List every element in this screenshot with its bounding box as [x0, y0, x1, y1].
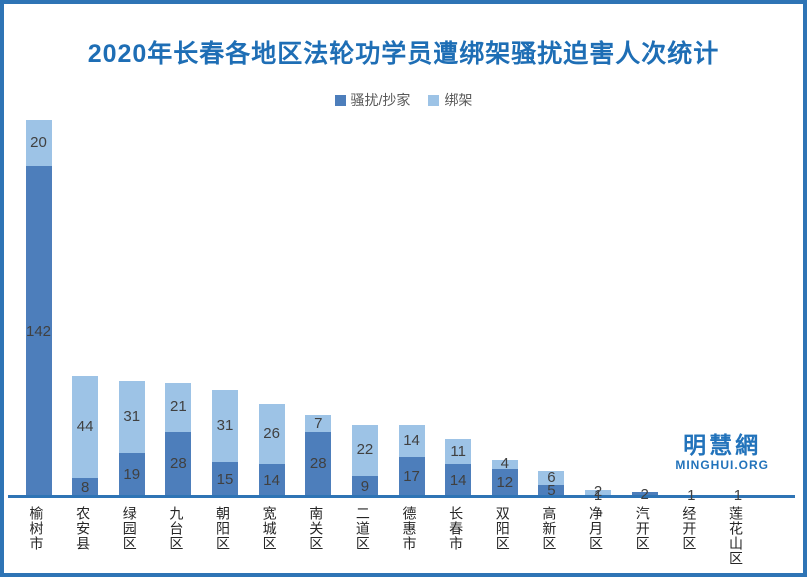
bar-segment-light — [258, 403, 285, 465]
bar-value-label: 2 — [640, 485, 649, 503]
bar-value-label: 22 — [356, 441, 374, 459]
x-axis-label: 九台区 — [168, 506, 185, 551]
bar-segment-dark — [212, 462, 239, 497]
x-axis-label: 经开区 — [681, 506, 698, 551]
bar-value-label: 44 — [76, 418, 94, 436]
bar-segment-light — [491, 459, 518, 470]
watermark-logo-en: MINGHUI.ORG — [675, 458, 769, 472]
bar-value-label: 1 — [687, 486, 696, 504]
bar-segment-light — [305, 415, 332, 432]
x-axis-label: 净月区 — [588, 506, 605, 551]
watermark-logo-cn: 明慧網 — [683, 432, 762, 458]
bar-segment-light — [212, 389, 239, 463]
bar-value-label: 1 — [593, 486, 603, 504]
bar-segment-light — [351, 424, 378, 477]
x-axis-labels: 榆树市 农安县 绿园区 九台区 朝阳区 宽城区 南关区 二道区 德惠市 长春市 双阳区 高新区 净月区 汽… — [4, 506, 803, 572]
x-axis-label: 绿园区 — [121, 506, 138, 551]
bar-value-label: 12 — [496, 474, 514, 492]
x-axis-label: 德惠市 — [401, 506, 418, 551]
bar-segment-light — [585, 490, 612, 495]
x-axis-label: 宽城区 — [261, 506, 278, 551]
bar-value-label: 14 — [403, 432, 420, 450]
x-axis-label: 莲花山区 — [727, 506, 744, 566]
legend-swatch-light — [428, 94, 440, 106]
bar-segment-light — [445, 438, 472, 465]
x-axis-label: 长春市 — [448, 506, 465, 551]
chart-title: 2020年长春各地区法轮功学员遭绑架骚扰迫害人次统计 — [87, 40, 720, 68]
bar-segment-dark — [631, 492, 658, 497]
bar-value-label: 28 — [309, 455, 327, 473]
bar-value-label: 26 — [263, 425, 280, 443]
bar-segment-dark — [118, 452, 145, 497]
x-axis-line — [8, 495, 795, 498]
x-axis-label: 双阳区 — [494, 506, 511, 551]
x-axis-label: 南关区 — [308, 506, 325, 551]
x-axis-label: 榆树市 — [28, 506, 45, 551]
x-axis-label: 汽开区 — [634, 506, 651, 551]
bar-value-label: 17 — [403, 468, 420, 486]
bar-segment-light — [398, 424, 425, 458]
bar-value-label: 11 — [450, 442, 466, 460]
bar-segment-dark — [445, 464, 472, 497]
x-axis-label: 农安县 — [75, 506, 92, 551]
plot-area: 142 20 8 44 19 31 28 21 15 31 14 26 28 7 9 22 17 14 14 11 12… — [4, 114, 803, 503]
legend-label: 绑架 — [444, 92, 473, 108]
bar-segment-dark — [165, 431, 192, 497]
bar-segment-light — [25, 119, 52, 167]
bar-segment-dark — [72, 478, 99, 497]
bar-value-label: 21 — [170, 398, 187, 416]
bar-segment-dark — [258, 464, 285, 497]
bar-value-label: 7 — [314, 414, 323, 432]
bar-value-label: 28 — [170, 455, 187, 473]
bar-value-label: 142 — [25, 322, 52, 340]
bar-value-label: 15 — [216, 470, 234, 488]
bar-segment-dark — [398, 457, 425, 497]
legend-swatch-dark — [334, 94, 346, 106]
bar-value-label: 14 — [449, 471, 467, 489]
x-axis-label: 二道区 — [354, 506, 371, 551]
bar-value-label: 4 — [500, 455, 509, 473]
bar-value-label: 14 — [263, 471, 280, 489]
watermark: 明慧網 MINGHUI.ORG — [675, 432, 769, 472]
bar-value-label: 6 — [547, 469, 556, 487]
bar-segment-light — [165, 382, 192, 432]
bar-value-label: 20 — [30, 133, 47, 151]
bar-segment-dark — [25, 166, 52, 497]
bar-segment-dark — [305, 431, 332, 497]
legend: 骚扰/抄家 绑架 — [4, 90, 803, 110]
bar-segment-dark — [351, 476, 378, 497]
bar-value-label: 19 — [123, 465, 141, 483]
x-axis-label: 朝阳区 — [215, 506, 232, 551]
bar-value-label: 31 — [216, 416, 234, 434]
bar-segment-dark — [491, 469, 518, 497]
bar-value-label: 5 — [547, 482, 556, 500]
bar-value-label: 2 — [593, 483, 603, 501]
bar-value-label: 9 — [360, 477, 370, 495]
x-axis-label: 高新区 — [541, 506, 558, 551]
bar-segment-dark — [538, 485, 565, 497]
bar-segment-light — [118, 380, 145, 453]
legend-label: 骚扰/抄家 — [350, 92, 411, 108]
bar-value-label: 8 — [80, 478, 90, 496]
bar-value-label: 31 — [123, 407, 141, 425]
bar-segment-light — [72, 375, 99, 479]
legend-item-harassment: 骚扰/抄家 — [334, 90, 411, 110]
bar-value-label: 1 — [733, 486, 743, 504]
legend-item-kidnapping: 绑架 — [428, 90, 472, 110]
bar-segment-light — [538, 471, 565, 486]
